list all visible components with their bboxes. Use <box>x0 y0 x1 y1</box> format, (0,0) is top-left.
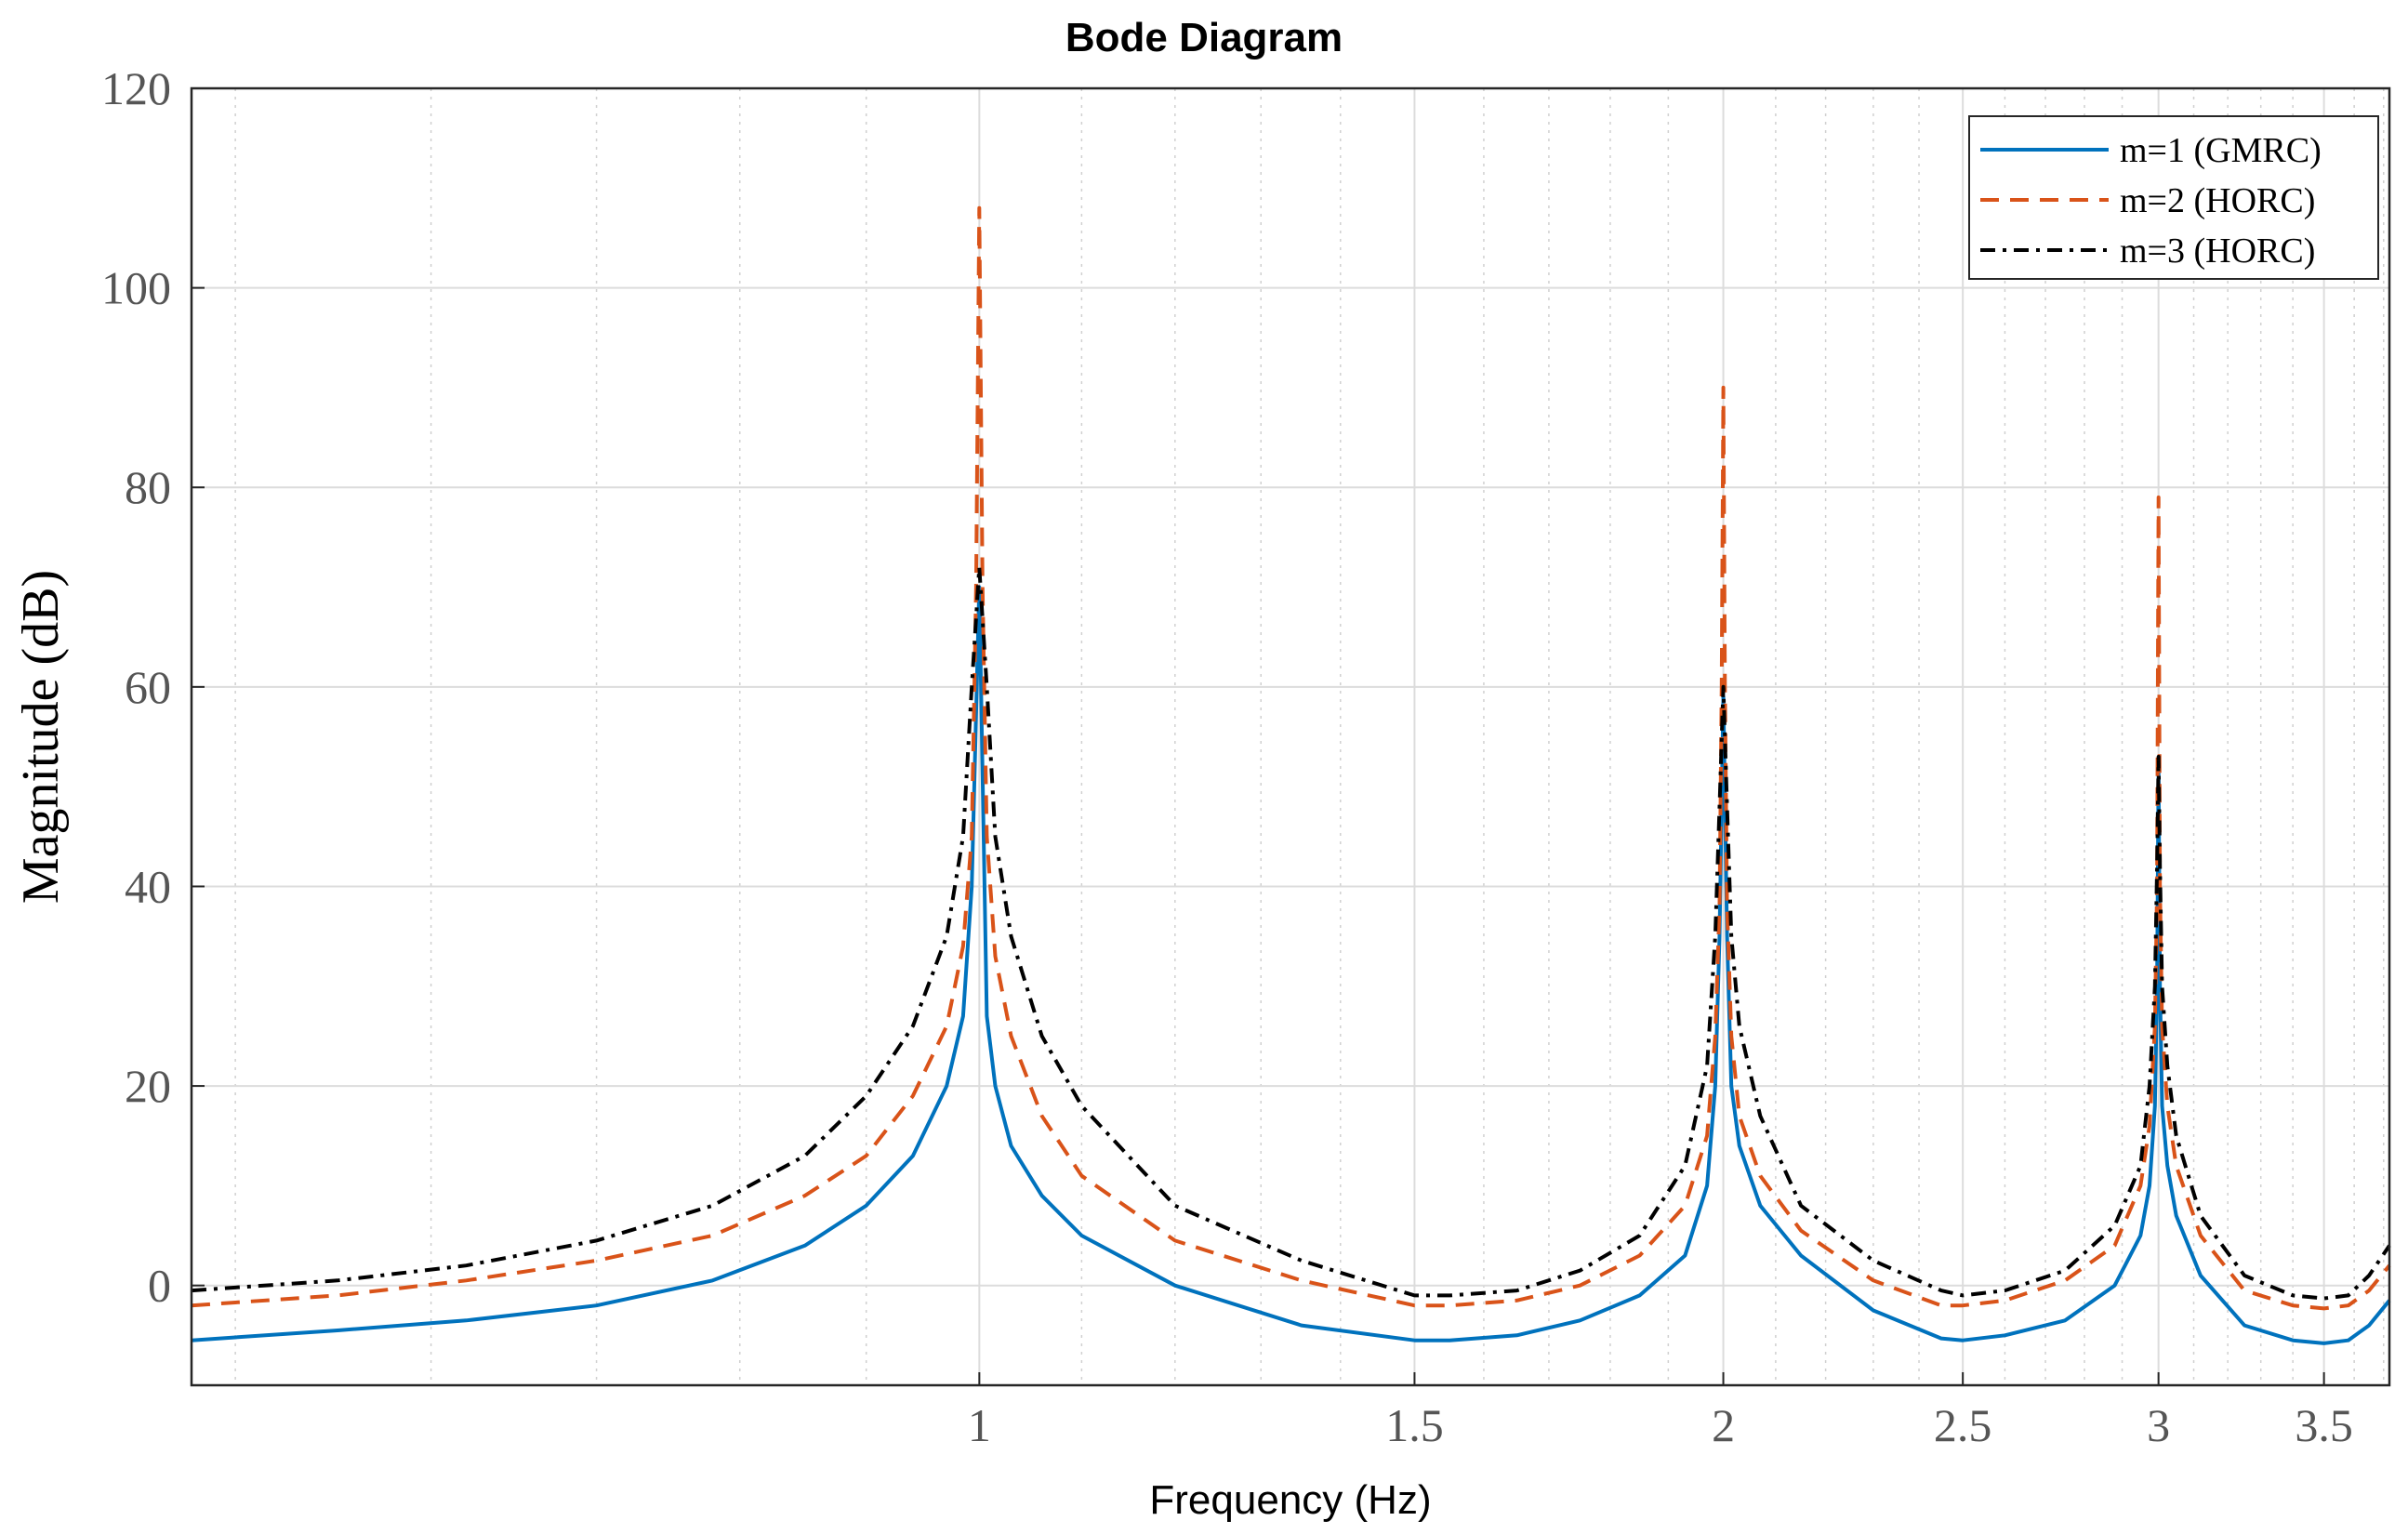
plot-border <box>190 86 2391 1387</box>
x-tick-label: 2.5 <box>1934 1399 1992 1451</box>
x-tick-label: 2 <box>1712 1399 1735 1451</box>
x-tick-label: 3.5 <box>2295 1399 2353 1451</box>
y-tick-label: 80 <box>125 461 171 513</box>
legend-label-1: m=1 (GMRC) <box>2120 131 2322 170</box>
y-tick-label: 100 <box>101 262 171 314</box>
legend[interactable]: m=1 (GMRC) m=2 (HORC) m=3 (HORC) <box>1968 115 2379 280</box>
x-axis-ticks: 1 1.5 2 2.5 3 3.5 <box>968 1372 2353 1451</box>
series-line-3 <box>191 565 2391 1301</box>
grid-major <box>192 87 2389 1385</box>
x-tick-label: 3 <box>2147 1399 2170 1451</box>
series-layer <box>191 205 2391 1345</box>
y-tick-label: 40 <box>125 860 171 912</box>
x-tick-label: 1.5 <box>1385 1399 1444 1451</box>
grid-minor <box>234 88 2385 1385</box>
x-axis-label: Frequency (Hz) <box>1149 1477 1431 1523</box>
y-tick-label: 20 <box>125 1060 171 1112</box>
y-tick-label: 0 <box>148 1260 171 1312</box>
y-tick-label: 60 <box>125 661 171 713</box>
chart-title: Bode Diagram <box>1065 15 1343 60</box>
legend-label-2: m=2 (HORC) <box>2120 181 2315 220</box>
y-tick-label: 120 <box>101 62 171 114</box>
legend-label-3: m=3 (HORC) <box>2120 231 2315 271</box>
x-tick-label: 1 <box>968 1399 991 1451</box>
y-axis-ticks: 0 20 40 60 80 100 120 <box>101 62 205 1312</box>
series-line-1 <box>191 585 2391 1345</box>
y-axis-label: Magnitude (dB) <box>12 570 70 904</box>
